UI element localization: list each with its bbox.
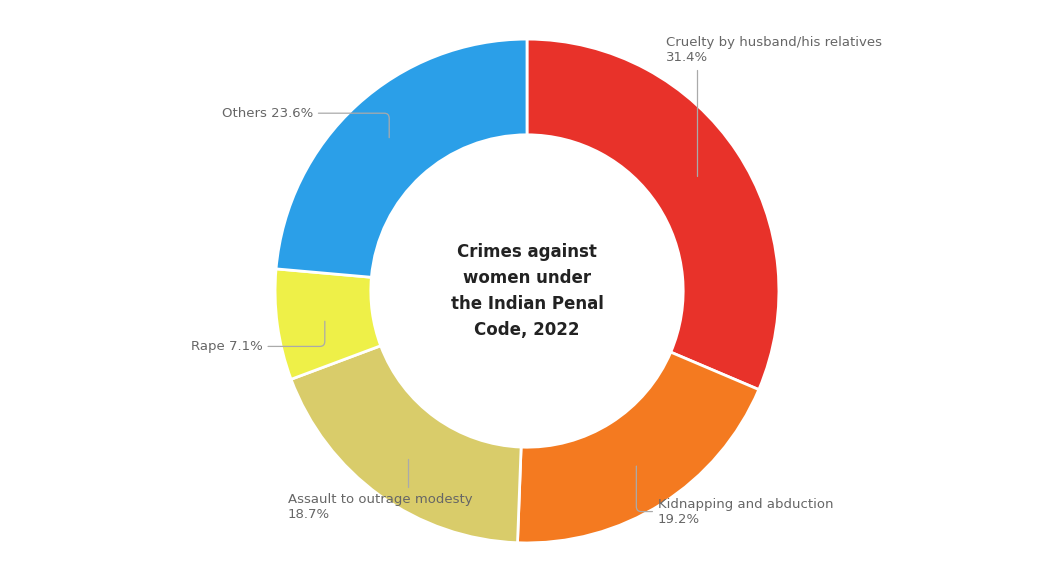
Text: Rape 7.1%: Rape 7.1%: [191, 321, 325, 353]
Wedge shape: [518, 352, 759, 543]
Wedge shape: [275, 269, 380, 379]
Text: Others 23.6%: Others 23.6%: [221, 107, 389, 138]
Text: Assault to outrage modesty
18.7%: Assault to outrage modesty 18.7%: [288, 459, 472, 520]
Text: Cruelty by husband/his relatives
31.4%: Cruelty by husband/his relatives 31.4%: [665, 36, 881, 176]
Wedge shape: [527, 39, 779, 389]
Text: Crimes against
women under
the Indian Penal
Code, 2022: Crimes against women under the Indian Pe…: [450, 243, 604, 339]
Wedge shape: [276, 39, 527, 277]
Wedge shape: [291, 346, 521, 543]
Text: Kidnapping and abduction
19.2%: Kidnapping and abduction 19.2%: [637, 466, 834, 526]
